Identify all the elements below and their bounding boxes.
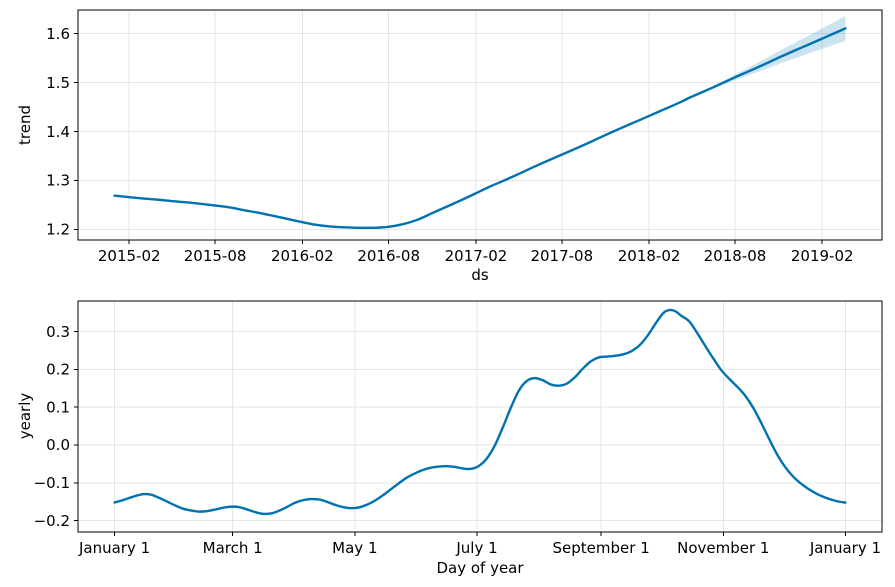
y-tick-label: 1.6 bbox=[46, 25, 70, 43]
plot-frame bbox=[77, 9, 883, 241]
y-tick-label: 1.3 bbox=[46, 172, 70, 190]
x-tick-label: November 1 bbox=[677, 539, 769, 557]
yearly-y-axis-label: yearly bbox=[16, 393, 34, 440]
x-tick-label: 2018-02 bbox=[618, 247, 681, 265]
x-tick-label: 2018-08 bbox=[704, 247, 767, 265]
y-tick-label: 1.4 bbox=[46, 123, 70, 141]
x-tick-label: January 1 bbox=[78, 539, 150, 557]
x-tick-label: September 1 bbox=[553, 539, 650, 557]
x-tick-label: March 1 bbox=[203, 539, 263, 557]
y-tick-label: −0.1 bbox=[34, 474, 70, 492]
uncertainty-band bbox=[700, 16, 846, 93]
chart-layer: 2015-02 2015-08 2016-02 2016-08 2017-02 2017-… bbox=[34, 9, 883, 557]
x-tick-label: July 1 bbox=[455, 539, 497, 557]
y-tick-label: 0.2 bbox=[46, 361, 70, 379]
x-tick-label: 2017-08 bbox=[530, 247, 593, 265]
trend-y-axis-label: trend bbox=[16, 105, 34, 145]
y-tick-label: 0.1 bbox=[46, 398, 70, 416]
x-tick-label: 2017-02 bbox=[445, 247, 508, 265]
y-tick-label: −0.2 bbox=[34, 512, 70, 530]
x-tick-label: 2015-02 bbox=[98, 247, 161, 265]
trend-line bbox=[113, 27, 847, 230]
x-tick-label: January 1 bbox=[809, 539, 881, 557]
x-tick-label: May 1 bbox=[332, 539, 377, 557]
plot-frame bbox=[77, 300, 883, 533]
x-tick-label: 2015-08 bbox=[184, 247, 247, 265]
y-tick-label: 1.5 bbox=[46, 74, 70, 92]
y-tick-label: 0.0 bbox=[46, 436, 70, 454]
x-tick-label: 2016-02 bbox=[271, 247, 334, 265]
trend-x-axis-label: ds bbox=[471, 266, 489, 284]
y-tick-label: 1.2 bbox=[46, 221, 70, 239]
yearly-x-axis-label: Day of year bbox=[436, 559, 524, 577]
yearly-line bbox=[113, 308, 847, 516]
x-tick-label: 2016-08 bbox=[357, 247, 420, 265]
y-tick-label: 0.3 bbox=[46, 323, 70, 341]
x-tick-label: 2019-02 bbox=[791, 247, 854, 265]
